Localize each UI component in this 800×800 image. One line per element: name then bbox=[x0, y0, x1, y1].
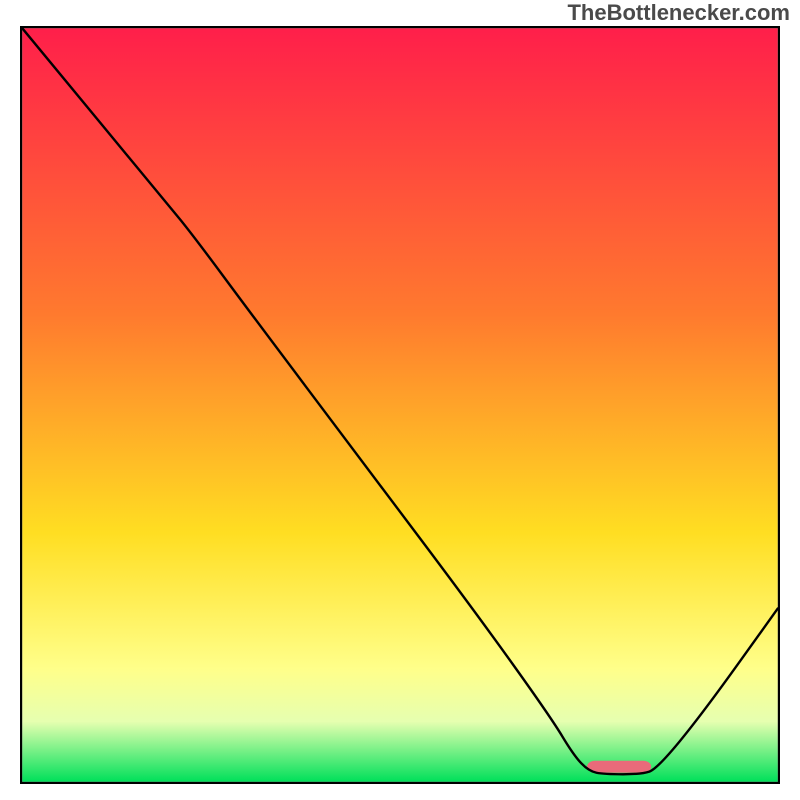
chart-container: { "watermark": { "text": "TheBottlenecke… bbox=[0, 0, 800, 800]
bottleneck-chart bbox=[20, 26, 780, 784]
chart-svg bbox=[20, 26, 780, 784]
chart-background bbox=[22, 28, 778, 782]
watermark-text: TheBottlenecker.com bbox=[567, 0, 790, 26]
optimal-marker bbox=[587, 761, 651, 773]
